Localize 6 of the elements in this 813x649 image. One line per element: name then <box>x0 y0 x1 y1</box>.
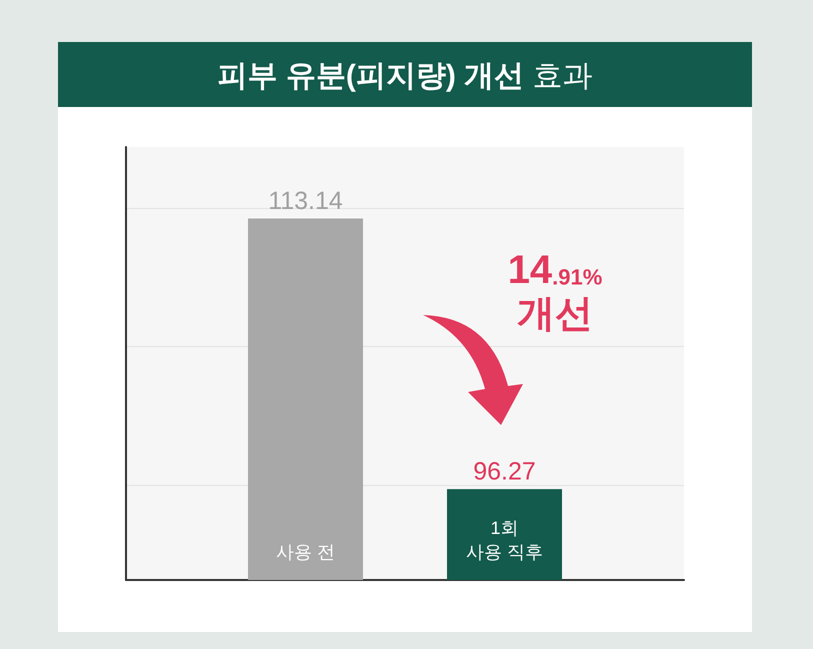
x-tick-label: 1회 사용 직후 <box>466 518 544 562</box>
data-label: 113.14 <box>268 187 343 216</box>
annotation: 14.91% 개선 <box>508 248 602 335</box>
chart-title: 피부 유분(피지량) 개선 효과 <box>218 60 592 92</box>
data-label: 96.27 <box>473 458 536 486</box>
x-tick-label: 사용 전 <box>276 542 336 562</box>
